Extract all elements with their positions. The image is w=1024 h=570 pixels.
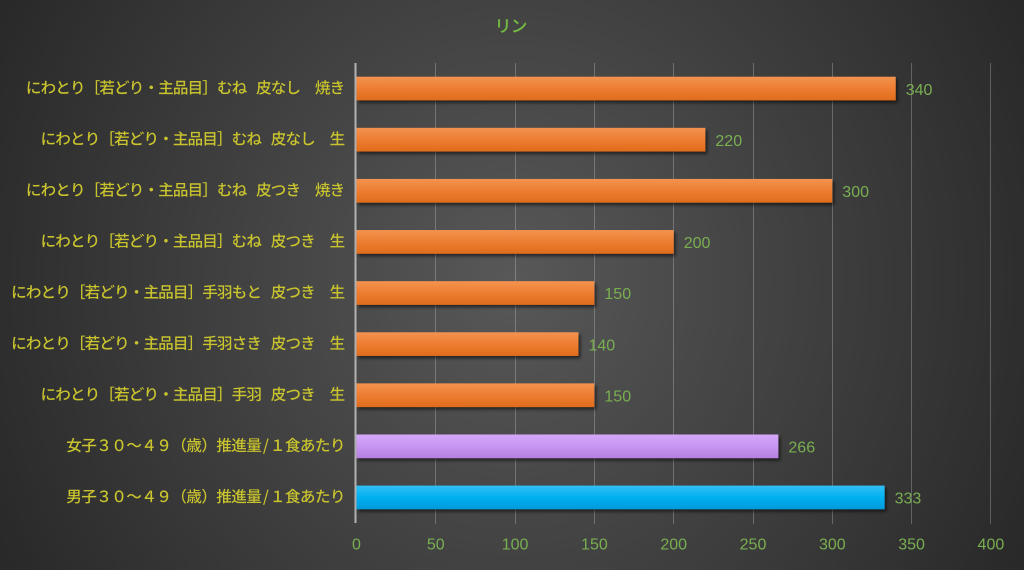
svg-text:0: 0 (352, 537, 361, 554)
svg-text:150: 150 (604, 286, 631, 303)
svg-text:400: 400 (978, 537, 1005, 554)
svg-text:300: 300 (819, 537, 846, 554)
svg-text:140: 140 (589, 337, 616, 354)
svg-text:340: 340 (906, 82, 933, 99)
svg-text:200: 200 (684, 235, 711, 252)
svg-text:333: 333 (895, 491, 922, 508)
svg-text:220: 220 (715, 133, 742, 150)
svg-text:150: 150 (604, 388, 631, 405)
svg-text:150: 150 (581, 537, 608, 554)
svg-text:266: 266 (788, 440, 815, 457)
svg-text:50: 50 (427, 537, 445, 554)
svg-text:300: 300 (842, 184, 869, 201)
svg-text:250: 250 (740, 537, 767, 554)
svg-text:100: 100 (502, 537, 529, 554)
svg-text:200: 200 (660, 537, 687, 554)
svg-text:350: 350 (898, 537, 925, 554)
